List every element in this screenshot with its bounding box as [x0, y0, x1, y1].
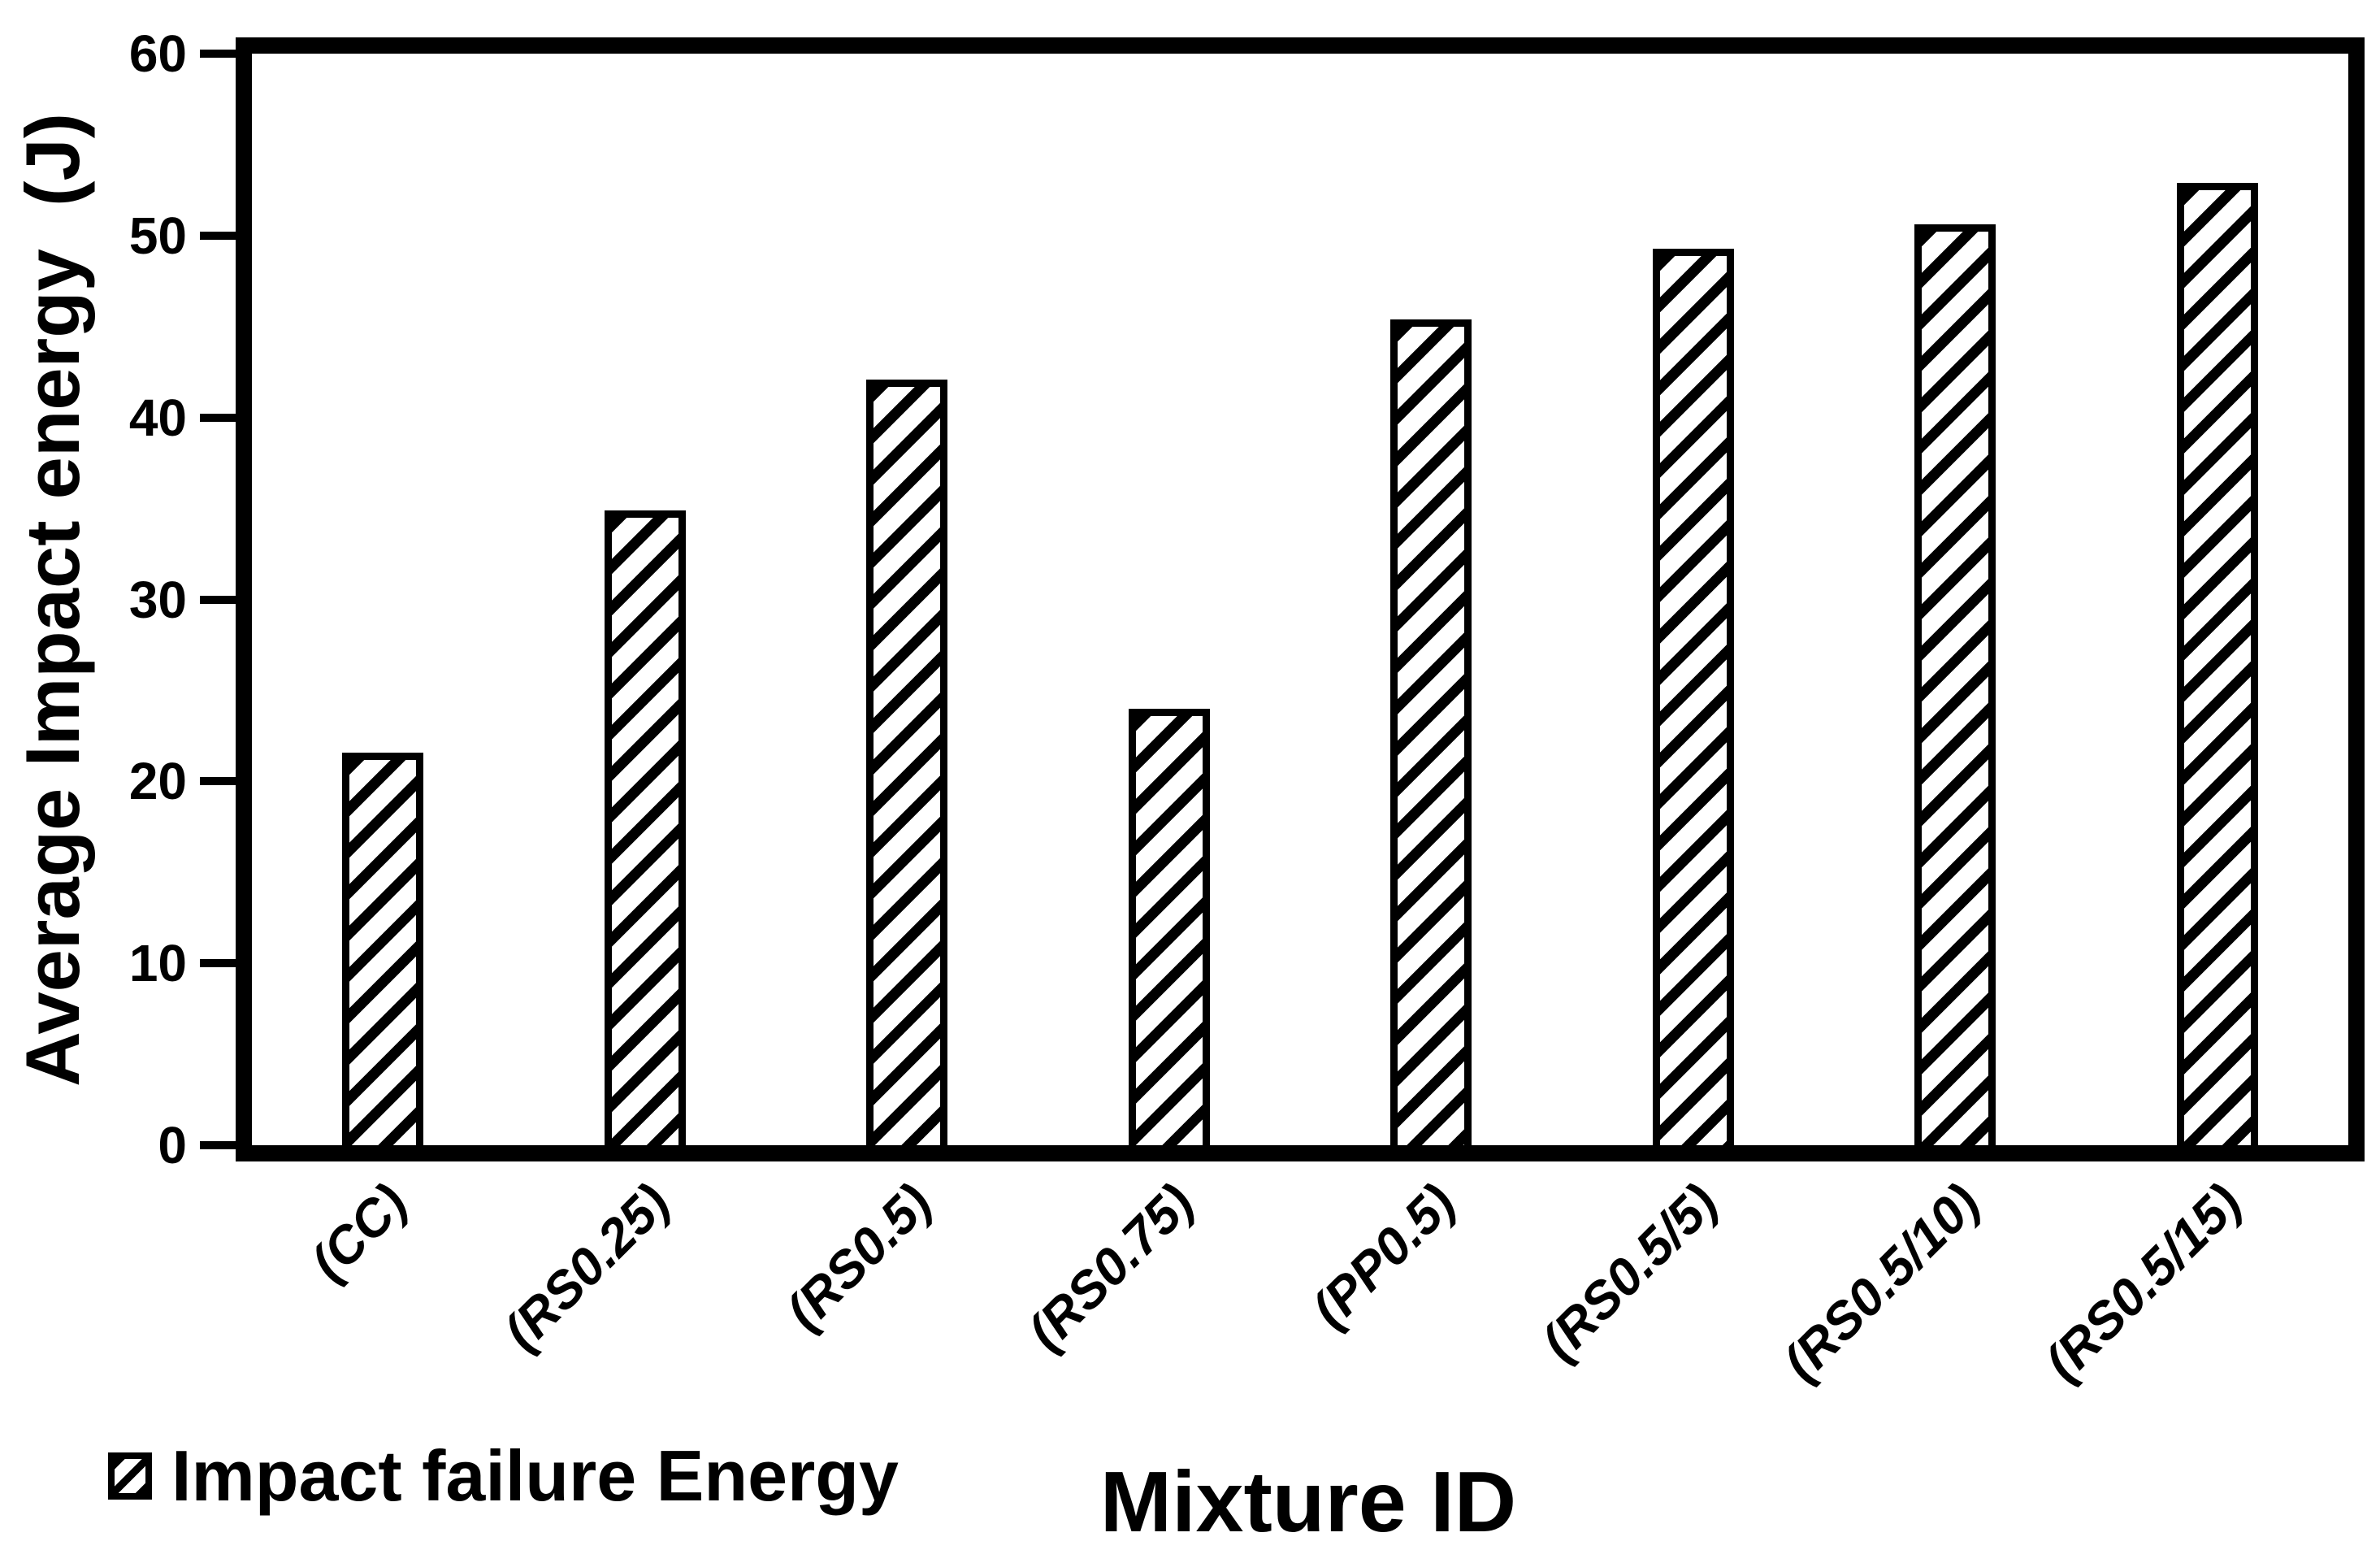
y-tick-mark: [200, 959, 236, 968]
y-tick-mark: [200, 413, 236, 422]
x-axis-title: Mixture ID: [1099, 1454, 1517, 1550]
x-category-label: (RS0.25): [492, 1172, 681, 1361]
bar-slot: [1824, 54, 2087, 1145]
bar-slot: [2087, 54, 2349, 1145]
y-tick-label: 10: [128, 934, 187, 993]
y-tick-mark: [200, 1141, 236, 1149]
x-category-label: (PP0.5): [1300, 1172, 1467, 1339]
y-tick-label: 40: [128, 388, 187, 447]
x-category-label: (RS0.5): [774, 1172, 943, 1341]
y-tick-label: 50: [128, 206, 187, 265]
x-category-label: (RS0.5/15): [2033, 1172, 2253, 1392]
plot-area: [236, 37, 2365, 1161]
bar-RS075: [1128, 708, 1210, 1145]
x-category-label: (RS0.5/5): [1529, 1172, 1729, 1372]
bar-RS05: [866, 379, 948, 1145]
bar-slot: [252, 54, 514, 1145]
bar-slot: [514, 54, 777, 1145]
bar-slot: [1563, 54, 1825, 1145]
y-tick-label: 0: [158, 1116, 187, 1174]
y-tick-label: 20: [128, 752, 187, 811]
y-tick-mark: [200, 777, 236, 786]
y-tick-mark: [200, 231, 236, 240]
bar-RS025: [604, 510, 686, 1145]
bar-RS0515: [2176, 182, 2258, 1145]
bars-row: [252, 54, 2348, 1145]
x-category-label: (RS0.75): [1016, 1172, 1205, 1361]
y-tick-mark: [200, 50, 236, 58]
bar-PP05: [1390, 319, 1472, 1145]
legend-hatch-swatch-icon: [108, 1452, 152, 1500]
bar-RS0510: [1914, 224, 1996, 1145]
bar-slot: [1300, 54, 1563, 1145]
x-category-label: (CC): [299, 1172, 418, 1292]
bar-CC: [342, 752, 424, 1145]
y-tick-mark: [200, 595, 236, 604]
x-category-label: (RS0.5/10): [1771, 1172, 1991, 1392]
y-tick-label: 60: [128, 24, 187, 83]
bar-slot: [1038, 54, 1301, 1145]
bar-slot: [776, 54, 1038, 1145]
legend: Impact failure Energy: [108, 1427, 899, 1525]
y-tick-label: 30: [128, 570, 187, 629]
legend-series-label: Impact failure Energy: [171, 1435, 899, 1516]
bar-RS055: [1652, 248, 1734, 1145]
